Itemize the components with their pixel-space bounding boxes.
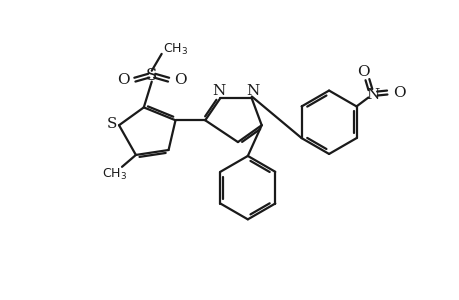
Text: N: N bbox=[212, 84, 225, 98]
Text: O: O bbox=[174, 73, 186, 87]
Text: CH$_3$: CH$_3$ bbox=[162, 42, 188, 58]
Text: O: O bbox=[117, 73, 129, 87]
Text: N: N bbox=[365, 88, 378, 101]
Text: O: O bbox=[392, 85, 404, 100]
Text: O: O bbox=[356, 65, 369, 79]
Text: N: N bbox=[246, 84, 259, 98]
Text: S: S bbox=[146, 67, 157, 84]
Text: CH$_3$: CH$_3$ bbox=[101, 167, 126, 182]
Text: S: S bbox=[106, 117, 117, 131]
